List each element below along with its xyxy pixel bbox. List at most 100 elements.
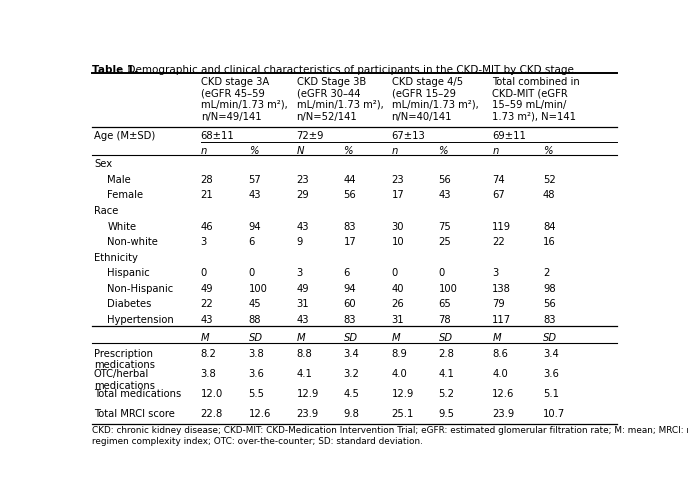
- Text: Non-white: Non-white: [107, 237, 158, 247]
- Text: 119: 119: [493, 222, 511, 231]
- Text: 56: 56: [438, 175, 451, 185]
- Text: 0: 0: [438, 268, 444, 278]
- Text: 23.9: 23.9: [493, 409, 515, 419]
- Text: 28: 28: [201, 175, 213, 185]
- Text: 12.6: 12.6: [493, 389, 515, 399]
- Text: 49: 49: [201, 284, 213, 294]
- Text: 79: 79: [493, 299, 505, 309]
- Text: White: White: [107, 222, 136, 231]
- Text: 4.5: 4.5: [343, 389, 359, 399]
- Text: 5.1: 5.1: [543, 389, 559, 399]
- Text: 98: 98: [543, 284, 556, 294]
- Text: 57: 57: [248, 175, 261, 185]
- Text: CKD Stage 3B
(eGFR 30–44
mL/min/1.73 m²),
n/N=52/141: CKD Stage 3B (eGFR 30–44 mL/min/1.73 m²)…: [297, 77, 383, 121]
- Text: 3: 3: [201, 237, 207, 247]
- Text: n: n: [391, 146, 398, 156]
- Text: 67: 67: [493, 191, 505, 201]
- Text: 25.1: 25.1: [391, 409, 414, 419]
- Text: Hispanic: Hispanic: [107, 268, 150, 278]
- Text: 22.8: 22.8: [201, 409, 223, 419]
- Text: 100: 100: [248, 284, 268, 294]
- Text: SD: SD: [248, 333, 263, 343]
- Text: Total MRCI score: Total MRCI score: [94, 409, 175, 419]
- Text: 75: 75: [438, 222, 451, 231]
- Text: 21: 21: [201, 191, 213, 201]
- Text: 4.1: 4.1: [297, 369, 312, 379]
- Text: 31: 31: [391, 314, 404, 325]
- Text: OTC/herbal
medications: OTC/herbal medications: [94, 369, 155, 391]
- Text: Sex: Sex: [94, 159, 112, 169]
- Text: 68±11: 68±11: [201, 131, 235, 141]
- Text: Prescription
medications: Prescription medications: [94, 349, 155, 370]
- Text: 10.7: 10.7: [543, 409, 566, 419]
- Text: CKD stage 4/5
(eGFR 15–29
mL/min/1.73 m²),
n/N=40/141: CKD stage 4/5 (eGFR 15–29 mL/min/1.73 m²…: [391, 77, 478, 121]
- Text: Demographic and clinical characteristics of participants in the CKD-MIT by CKD s: Demographic and clinical characteristics…: [121, 65, 577, 75]
- Text: 3.8: 3.8: [248, 349, 264, 359]
- Text: %: %: [248, 146, 258, 156]
- Text: Race: Race: [94, 206, 118, 216]
- Text: 83: 83: [343, 222, 356, 231]
- Text: 83: 83: [343, 314, 356, 325]
- Text: Female: Female: [107, 191, 144, 201]
- Text: M: M: [391, 333, 400, 343]
- Text: 60: 60: [343, 299, 356, 309]
- Text: 12.0: 12.0: [201, 389, 223, 399]
- Text: 43: 43: [297, 314, 309, 325]
- Text: 12.9: 12.9: [391, 389, 414, 399]
- Text: 0: 0: [391, 268, 398, 278]
- Text: 8.2: 8.2: [201, 349, 217, 359]
- Text: 16: 16: [543, 237, 556, 247]
- Text: n: n: [201, 146, 207, 156]
- Text: 88: 88: [248, 314, 261, 325]
- Text: 84: 84: [543, 222, 555, 231]
- Text: Table 1.: Table 1.: [92, 65, 138, 75]
- Text: 2: 2: [543, 268, 549, 278]
- Text: 5.2: 5.2: [438, 389, 455, 399]
- Text: %: %: [543, 146, 552, 156]
- Text: 0: 0: [201, 268, 207, 278]
- Text: 43: 43: [297, 222, 309, 231]
- Text: M: M: [297, 333, 305, 343]
- Text: 74: 74: [493, 175, 505, 185]
- Text: 72±9: 72±9: [297, 131, 324, 141]
- Text: 83: 83: [543, 314, 555, 325]
- Text: Hypertension: Hypertension: [107, 314, 174, 325]
- Text: CKD: chronic kidney disease; CKD-MIT: CKD-Medication Intervention Trial; eGFR: e: CKD: chronic kidney disease; CKD-MIT: CK…: [92, 426, 688, 446]
- Text: 3.6: 3.6: [543, 369, 559, 379]
- Text: 94: 94: [248, 222, 261, 231]
- Text: 100: 100: [438, 284, 458, 294]
- Text: 138: 138: [493, 284, 511, 294]
- Text: 23.9: 23.9: [297, 409, 319, 419]
- Text: 23: 23: [297, 175, 309, 185]
- Text: 3.6: 3.6: [248, 369, 264, 379]
- Text: n: n: [493, 146, 499, 156]
- Text: 22: 22: [493, 237, 505, 247]
- Text: 43: 43: [248, 191, 261, 201]
- Text: 67±13: 67±13: [391, 131, 425, 141]
- Text: 8.6: 8.6: [493, 349, 508, 359]
- Text: 78: 78: [438, 314, 451, 325]
- Text: 3.4: 3.4: [343, 349, 359, 359]
- Text: 17: 17: [391, 191, 405, 201]
- Text: 48: 48: [543, 191, 555, 201]
- Text: 9: 9: [297, 237, 303, 247]
- Text: 9.8: 9.8: [343, 409, 359, 419]
- Text: 43: 43: [438, 191, 451, 201]
- Text: 22: 22: [201, 299, 213, 309]
- Text: 4.1: 4.1: [438, 369, 454, 379]
- Text: SD: SD: [438, 333, 453, 343]
- Text: Ethnicity: Ethnicity: [94, 253, 138, 263]
- Text: 65: 65: [438, 299, 451, 309]
- Text: 69±11: 69±11: [493, 131, 526, 141]
- Text: 3.4: 3.4: [543, 349, 559, 359]
- Text: 30: 30: [391, 222, 404, 231]
- Text: 31: 31: [297, 299, 309, 309]
- Text: %: %: [343, 146, 353, 156]
- Text: 8.8: 8.8: [297, 349, 312, 359]
- Text: 5.5: 5.5: [248, 389, 265, 399]
- Text: 6: 6: [343, 268, 350, 278]
- Text: 52: 52: [543, 175, 556, 185]
- Text: Age (M±SD): Age (M±SD): [94, 131, 155, 141]
- Text: 25: 25: [438, 237, 451, 247]
- Text: 6: 6: [248, 237, 255, 247]
